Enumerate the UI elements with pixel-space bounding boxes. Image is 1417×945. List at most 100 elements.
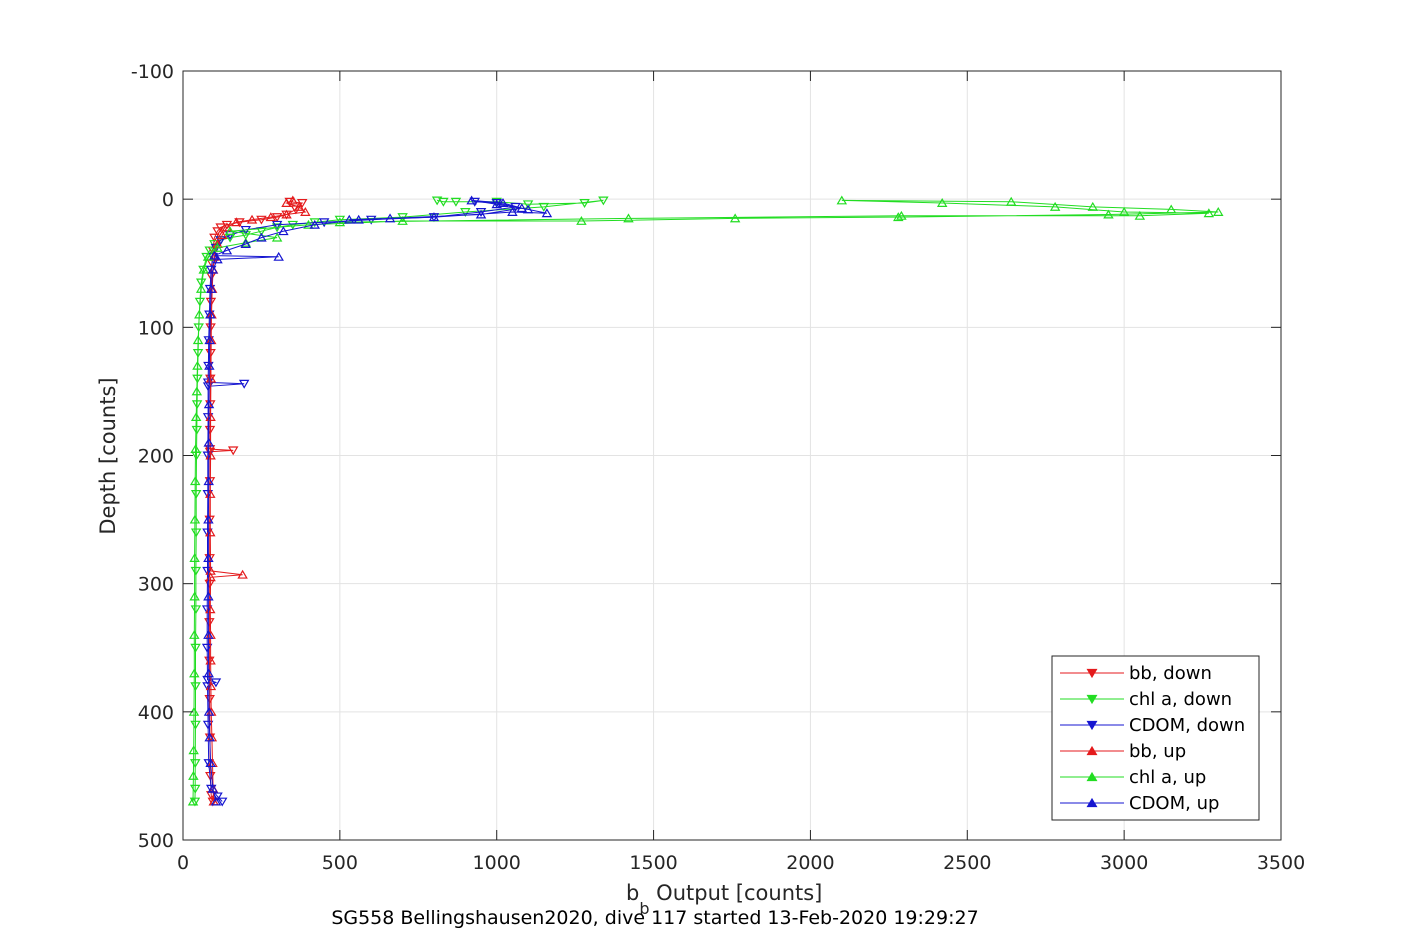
data-point (187, 796, 199, 806)
data-point (189, 476, 201, 486)
x-tick-label: 3000 (1100, 852, 1148, 874)
data-point (191, 386, 203, 396)
x-tick-label: 2000 (786, 852, 834, 874)
data-point (201, 252, 212, 262)
data-point (438, 197, 449, 207)
data-point (353, 214, 364, 224)
ticks: 0 500 1000 1500 2000 2500 3000 3500-10001002003… (131, 61, 1305, 874)
data-point (205, 323, 216, 333)
data-point (227, 446, 239, 456)
data-point (209, 250, 220, 260)
data-point (296, 199, 308, 208)
data-point (191, 400, 203, 410)
data-point (1103, 209, 1114, 219)
data-point (204, 246, 215, 256)
x-tick-label: 1500 (629, 852, 677, 874)
data-point (224, 226, 236, 236)
data-point (334, 215, 346, 225)
legend-marker (1086, 720, 1098, 731)
data-point (309, 219, 321, 229)
data-point (836, 195, 848, 205)
data-point (598, 196, 609, 206)
data-point (318, 218, 330, 228)
data-point (190, 643, 201, 653)
legend-label: CDOM, up (1129, 793, 1219, 814)
data-point (240, 231, 251, 241)
data-point (1203, 208, 1215, 218)
data-point (237, 569, 248, 579)
data-point (207, 264, 219, 274)
data-point (188, 770, 199, 780)
data-point (202, 720, 214, 730)
x-axis-title: bb Output [counts] (626, 881, 822, 918)
data-point (497, 198, 509, 207)
data-point (469, 197, 481, 207)
data-point (201, 643, 213, 653)
data-point (240, 237, 251, 247)
data-point (246, 214, 258, 224)
data-point (428, 212, 440, 222)
data-point (431, 196, 443, 206)
data-point (192, 360, 203, 370)
y-tick-label: 400 (138, 702, 174, 724)
y-tick-label: 0 (162, 189, 174, 211)
data-point (303, 219, 314, 229)
x-tick-label: 2500 (943, 852, 991, 874)
data-point (507, 207, 518, 216)
data-point (194, 297, 206, 307)
legend-item: chl a, down (1060, 689, 1232, 710)
data-point (190, 682, 201, 692)
data-point (300, 207, 311, 216)
data-point (202, 451, 214, 461)
data-point (265, 212, 277, 222)
legend-label: chl a, down (1129, 689, 1232, 710)
data-point (538, 202, 550, 212)
data-point (238, 379, 250, 389)
data-point (576, 215, 587, 225)
series-line (192, 199, 1219, 802)
data-point (198, 264, 209, 274)
data-point (202, 528, 213, 538)
data-point (202, 682, 213, 692)
x-tick-label: 0 (177, 852, 189, 874)
legend-marker (1086, 694, 1098, 705)
data-point (231, 217, 242, 227)
data-point (365, 215, 377, 225)
legend-marker (1086, 771, 1098, 782)
data-point (278, 226, 289, 236)
data-point (203, 437, 214, 447)
x-axis-title-rest: Output [counts] (650, 881, 823, 905)
data-point (201, 605, 213, 615)
legend-label: chl a, up (1129, 767, 1206, 788)
x-tick-label: 3500 (1257, 852, 1305, 874)
data-point (212, 227, 223, 237)
y-tick-label: 300 (138, 574, 174, 596)
data-point (1213, 207, 1224, 216)
data-point (1087, 201, 1099, 211)
data-point (207, 783, 219, 793)
data-point (202, 251, 214, 261)
data-point (221, 222, 233, 232)
data-point (475, 209, 487, 219)
legend-marker (1086, 668, 1098, 679)
data-point (189, 797, 201, 807)
series-line (209, 199, 307, 802)
data-point (204, 360, 215, 370)
data-point (203, 591, 214, 601)
data-point (475, 208, 487, 217)
data-point (203, 629, 214, 639)
series-layer (187, 195, 1224, 807)
data-point (203, 668, 214, 678)
data-point (194, 309, 205, 319)
data-point (271, 220, 283, 230)
data-point (188, 745, 199, 755)
data-point (189, 629, 200, 639)
data-point (522, 200, 534, 210)
data-point (192, 335, 204, 345)
data-point (190, 489, 202, 499)
data-point (205, 283, 217, 293)
data-point (189, 668, 200, 678)
data-point (397, 215, 408, 225)
data-point (189, 553, 200, 562)
data-point (189, 591, 200, 601)
